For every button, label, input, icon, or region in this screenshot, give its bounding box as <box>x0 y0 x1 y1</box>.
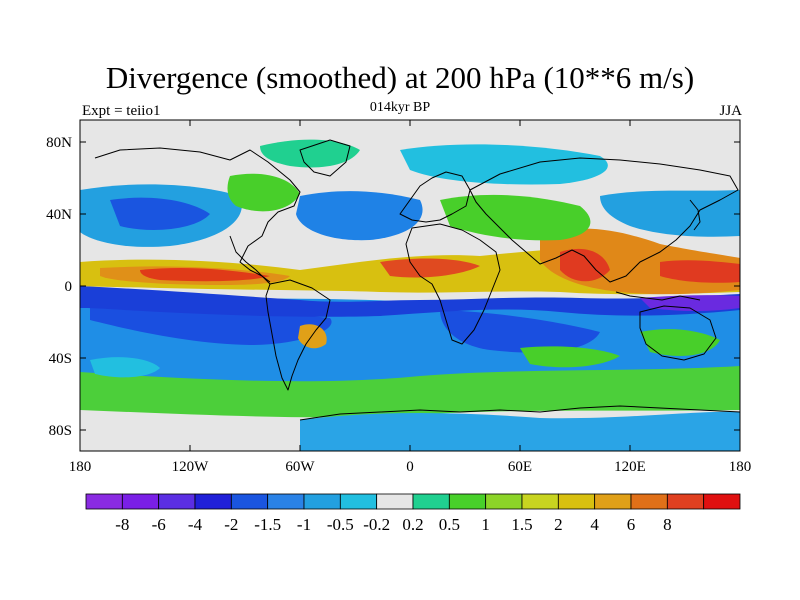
divergence-field <box>80 120 740 451</box>
field-east-asia-blue <box>600 190 740 237</box>
lat-tick-label: 40N <box>46 207 72 223</box>
field-eurasia-green <box>440 194 591 241</box>
field-south-pacific-cyan <box>90 357 160 378</box>
field-itcz-red-atlantic <box>380 258 480 278</box>
coastline-africa <box>405 223 501 345</box>
field-siberia-cyan <box>400 144 608 185</box>
colorbar-label: -4 <box>188 515 203 534</box>
lat-tick-label: 0 <box>65 279 73 295</box>
colorbar-swatch <box>230 493 269 510</box>
coastline-australia <box>639 305 717 361</box>
coastline-japan <box>689 199 701 231</box>
coastline-south-america <box>265 279 331 391</box>
lon-tick-label: 120E <box>614 459 646 475</box>
colorbar-label: 1.5 <box>511 515 532 534</box>
field-itcz-red-pacific <box>140 268 270 282</box>
latitude-axis: 80N 40N 0 40S 80S <box>46 135 740 439</box>
colorbar-label: -2 <box>224 515 238 534</box>
colorbar-swatch <box>630 493 668 510</box>
field-north-atlantic-blue <box>296 191 423 241</box>
lon-tick-label: 120W <box>172 459 210 475</box>
colorbar-label: -1.5 <box>254 515 281 534</box>
colorbar-label: -6 <box>152 515 166 534</box>
field-asia-monsoon-red <box>560 248 610 282</box>
colorbar-swatch <box>448 493 487 510</box>
coastline-greenland <box>299 139 351 177</box>
field-north-pacific-deep-blue <box>110 197 210 230</box>
colorbar-swatch <box>594 493 632 510</box>
field-south-indian-blue <box>440 310 600 353</box>
colorbar-swatch <box>267 493 305 510</box>
colorbar-swatch <box>303 493 341 510</box>
lat-tick-label: 40S <box>49 351 72 367</box>
colorbar-label: 6 <box>627 515 636 534</box>
colorbar-label: -0.5 <box>327 515 354 534</box>
lon-tick-label: 180 <box>69 459 92 475</box>
coastline-north-america <box>94 147 301 283</box>
colorbar-swatch <box>521 493 559 510</box>
field-south-indian-green <box>520 346 620 368</box>
colorbar-swatch <box>666 493 705 510</box>
colorbar-label: 8 <box>663 515 672 534</box>
colorbar-swatch <box>412 493 450 510</box>
field-sub-antarctic-green <box>80 366 740 418</box>
colorbar-swatch <box>339 493 378 510</box>
colorbar-label: -8 <box>115 515 129 534</box>
colorbar-swatch <box>85 493 123 510</box>
colorbar-label: 1 <box>481 515 490 534</box>
colorbar-label: 0.5 <box>439 515 460 534</box>
colorbar-swatch <box>194 493 232 510</box>
lon-tick-label: 60W <box>285 459 315 475</box>
field-arctic-teal <box>260 139 360 168</box>
colorbar-swatch <box>121 493 160 510</box>
colorbar-label: -1 <box>297 515 311 534</box>
colorbar-label: 4 <box>590 515 599 534</box>
lon-tick-label: 180 <box>729 459 752 475</box>
colorbar-swatch <box>376 493 414 510</box>
colorbar: -8 -6 -4 -2 -1.5 -1 -0.5 -0.2 0.2 0.5 1 1.5 2 4 6 8 <box>85 493 741 534</box>
colorbar-swatch <box>703 493 741 510</box>
colorbar-label: 2 <box>554 515 563 534</box>
coastlines <box>94 139 740 421</box>
colorbar-swatch <box>557 493 596 510</box>
lon-tick-label: 0 <box>406 459 414 475</box>
field-equatorial-blue <box>80 286 740 317</box>
field-west-pacific-red <box>660 260 740 283</box>
field-north-america-green <box>227 173 300 212</box>
colorbar-swatch <box>485 493 523 510</box>
season-label: JJA <box>719 103 742 119</box>
colorbar-label: -0.2 <box>363 515 390 534</box>
field-south-atlantic-orange <box>298 324 327 349</box>
map-title: Divergence (smoothed) at 200 hPa (10**6 … <box>105 60 695 95</box>
lat-tick-label: 80N <box>46 135 72 151</box>
colorbar-label: 0.2 <box>402 515 423 534</box>
field-antarctic-blue <box>300 411 740 451</box>
coastline-antarctica <box>299 405 740 421</box>
coastline-asia <box>469 157 739 283</box>
field-australia-green <box>640 329 720 356</box>
experiment-label: Expt = teiio1 <box>82 103 161 119</box>
longitude-axis: 180 120W 60W 0 60E 120E 180 <box>69 120 752 475</box>
period-label: 014kyr BP <box>369 100 431 115</box>
lon-tick-label: 60E <box>508 459 532 475</box>
coastline-maritime-continent <box>615 291 701 301</box>
lat-tick-label: 80S <box>49 423 72 439</box>
coastline-central-america <box>229 235 271 285</box>
colorbar-swatch <box>158 493 196 510</box>
